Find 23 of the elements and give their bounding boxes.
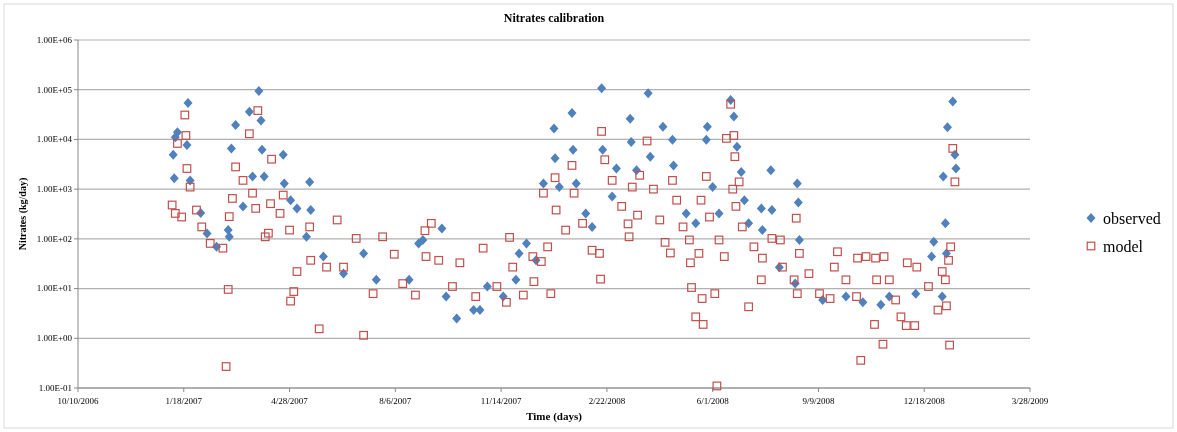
chart-title: Nitrates calibration xyxy=(503,11,605,25)
y-tick-label: 1.00E+06 xyxy=(36,34,73,45)
y-tick-label: 1.00E+05 xyxy=(36,84,73,95)
legend-label: model xyxy=(1103,237,1144,255)
y-tick-label: 1.00E+00 xyxy=(36,333,73,344)
x-tick-label: 1/18/2007 xyxy=(165,396,203,406)
x-tick-label: 11/14/2007 xyxy=(480,396,522,406)
y-tick-label: 1.00E+02 xyxy=(36,233,72,244)
y-tick-label: 1.00E+01 xyxy=(36,283,72,294)
x-tick-label: 12/18/2008 xyxy=(903,396,946,406)
y-tick-label: 1.00E+04 xyxy=(36,134,73,145)
y-tick-label: 1.00E+03 xyxy=(36,184,73,195)
legend-label: observed xyxy=(1103,209,1161,227)
x-tick-label: 6/1/2008 xyxy=(696,396,730,406)
x-tick-label: 3/28/2009 xyxy=(1011,396,1049,406)
y-axis-title: Nitrates (kg/day) xyxy=(17,177,29,251)
x-tick-label: 2/22/2008 xyxy=(588,396,626,406)
x-tick-label: 9/9/2008 xyxy=(802,396,835,406)
y-tick-label: 1.00E-01 xyxy=(38,382,72,393)
x-tick-label: 10/10/2006 xyxy=(57,396,99,406)
x-tick-label: 8/6/2007 xyxy=(379,396,412,406)
x-tick-label: 4/28/2007 xyxy=(271,396,309,406)
x-axis-title: Time (days) xyxy=(526,410,583,423)
